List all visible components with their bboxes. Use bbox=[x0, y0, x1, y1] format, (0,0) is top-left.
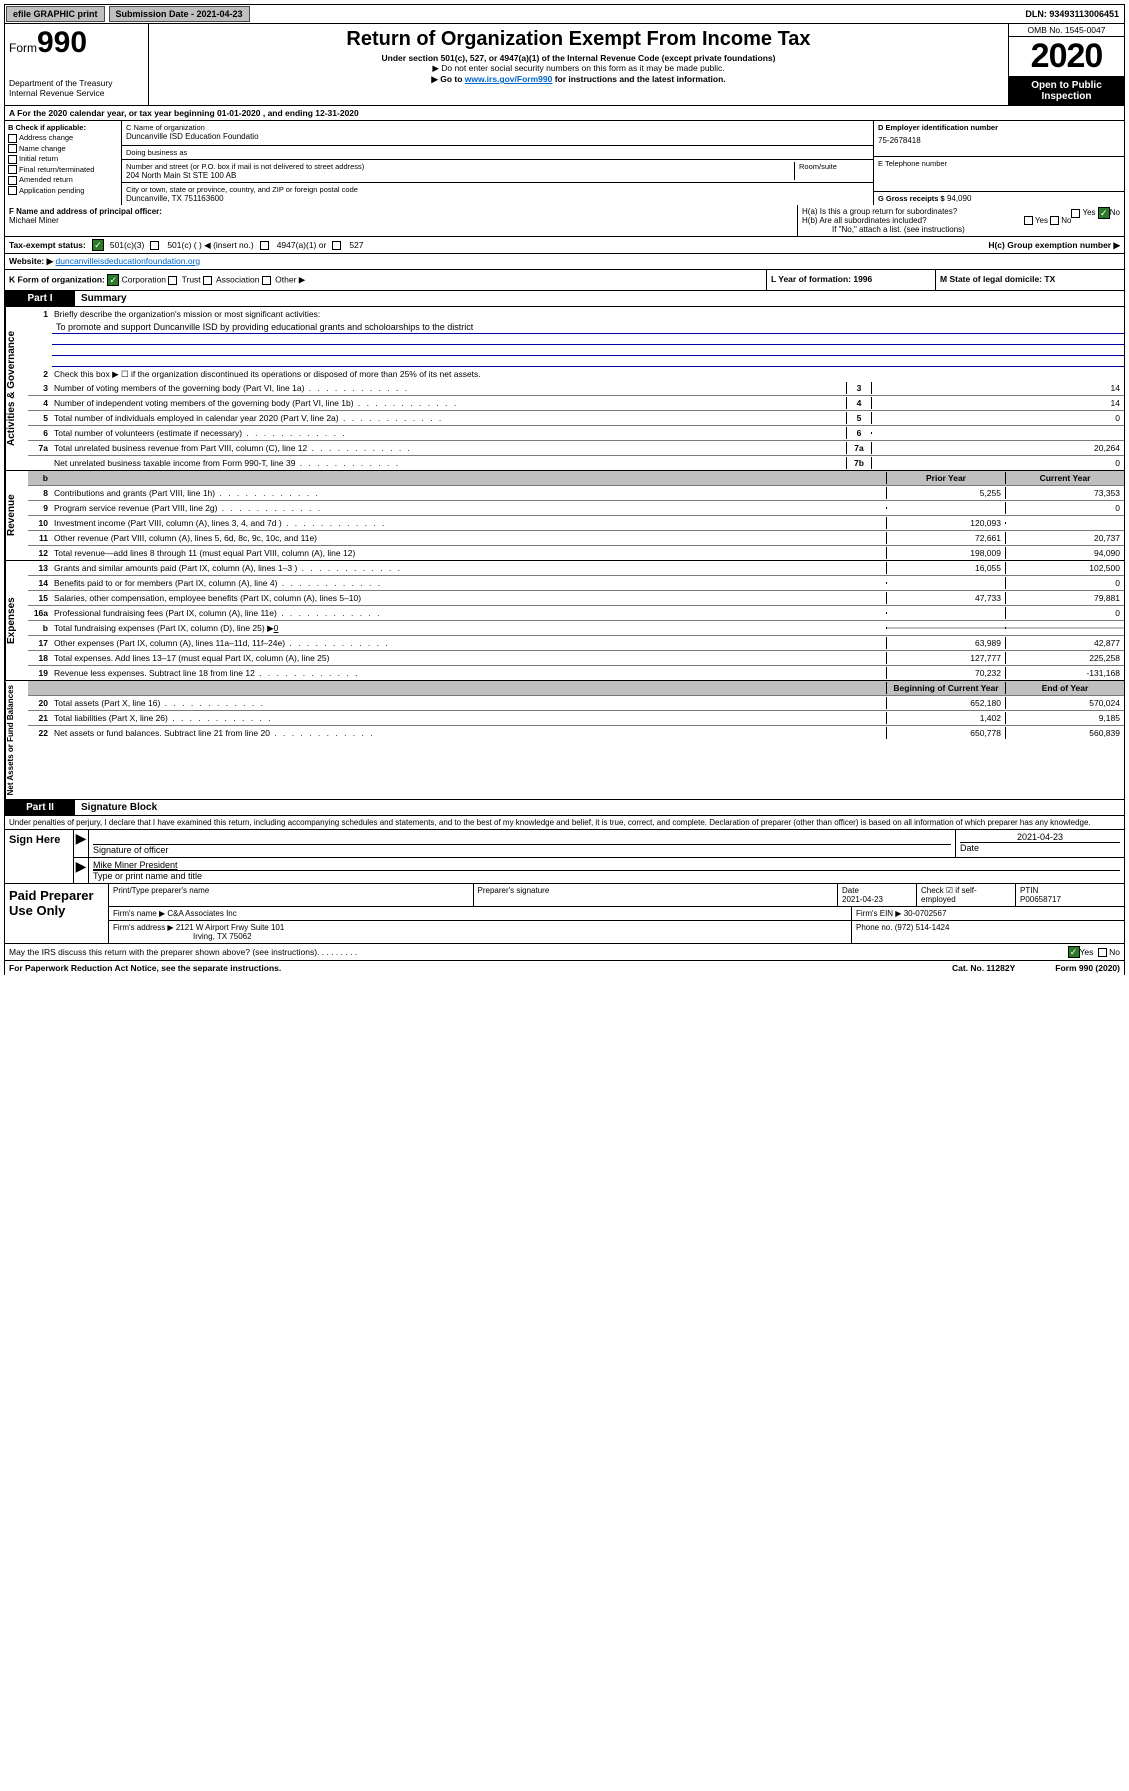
dept-text: Department of the Treasury Internal Reve… bbox=[9, 78, 144, 98]
form-header: Form990 Department of the Treasury Inter… bbox=[4, 24, 1125, 106]
city-label: City or town, state or province, country… bbox=[126, 185, 869, 194]
efile-button[interactable]: efile GRAPHIC print bbox=[6, 6, 105, 22]
hc-label: H(c) Group exemption number ▶ bbox=[988, 240, 1120, 251]
dba-label: Doing business as bbox=[122, 145, 873, 157]
discuss-row: May the IRS discuss this return with the… bbox=[4, 944, 1125, 961]
website-link[interactable]: duncanvilleisdeducationfoundation.org bbox=[56, 256, 201, 266]
chk-amended[interactable]: Amended return bbox=[8, 175, 118, 185]
city-value: Duncanville, TX 751163600 bbox=[126, 194, 869, 203]
row-a: A For the 2020 calendar year, or tax yea… bbox=[4, 106, 1125, 121]
topbar: efile GRAPHIC print Submission Date - 20… bbox=[4, 4, 1125, 24]
org-name-label: C Name of organization bbox=[126, 123, 869, 132]
year-formation: L Year of formation: 1996 bbox=[767, 270, 936, 290]
form-number: 990 bbox=[37, 26, 87, 59]
col-b-head: B Check if applicable: bbox=[8, 123, 86, 132]
check-icon: ✓ bbox=[1098, 207, 1110, 219]
form-subtitle: Under section 501(c), 527, or 4947(a)(1)… bbox=[151, 53, 1006, 63]
addr-value: 204 North Main St STE 100 AB bbox=[126, 171, 794, 180]
summary-expenses: Expenses 13Grants and similar amounts pa… bbox=[4, 561, 1125, 681]
org-name: Duncanville ISD Education Foundatio bbox=[126, 132, 869, 141]
instructions-link[interactable]: www.irs.gov/Form990 bbox=[465, 74, 553, 84]
omb-number: OMB No. 1545-0047 bbox=[1009, 24, 1124, 37]
section-b-to-g: B Check if applicable: Address change Na… bbox=[4, 121, 1125, 205]
submission-button[interactable]: Submission Date - 2021-04-23 bbox=[109, 6, 250, 22]
check-icon: ✓ bbox=[1068, 946, 1080, 958]
dln-text: DLN: 93493113006451 bbox=[1025, 9, 1123, 19]
hb-label: H(b) Are all subordinates included? bbox=[802, 216, 927, 225]
sign-here: Sign Here ▶ Signature of officer 2021-04… bbox=[4, 830, 1125, 884]
instr-1: ▶ Do not enter social security numbers o… bbox=[151, 63, 1006, 74]
check-icon: ✓ bbox=[92, 239, 104, 251]
row-f-h: F Name and address of principal officer:… bbox=[4, 205, 1125, 237]
part-1-header: Part I Summary bbox=[4, 291, 1125, 307]
gross-label: G Gross receipts $ bbox=[878, 194, 945, 203]
form-title: Return of Organization Exempt From Incom… bbox=[151, 28, 1006, 51]
ein-value: 75-2678418 bbox=[878, 136, 1120, 145]
paid-preparer: Paid Preparer Use Only Print/Type prepar… bbox=[4, 884, 1125, 944]
chk-address[interactable]: Address change bbox=[8, 133, 118, 143]
instr-2-post: for instructions and the latest informat… bbox=[552, 74, 725, 84]
ha-label: H(a) Is this a group return for subordin… bbox=[802, 207, 957, 216]
tax-status-label: Tax-exempt status: bbox=[9, 240, 86, 250]
summary-netassets: Net Assets or Fund Balances Beginning of… bbox=[4, 681, 1125, 800]
tax-year: 2020 bbox=[1009, 37, 1124, 77]
addr-label: Number and street (or P.O. box if mail i… bbox=[126, 162, 794, 171]
state-domicile: M State of legal domicile: TX bbox=[936, 270, 1124, 290]
room-label: Room/suite bbox=[799, 162, 869, 171]
chk-final[interactable]: Final return/terminated bbox=[8, 165, 118, 175]
officer-name: Michael Miner bbox=[9, 216, 793, 225]
chk-name[interactable]: Name change bbox=[8, 144, 118, 154]
row-i: Tax-exempt status: ✓501(c)(3) 501(c) ( )… bbox=[4, 237, 1125, 254]
instr-2-pre: ▶ Go to bbox=[431, 74, 464, 84]
mission-text: To promote and support Duncanville ISD b… bbox=[52, 321, 1124, 334]
hb2-label: If "No," attach a list. (see instruction… bbox=[802, 225, 1120, 234]
phone-label: E Telephone number bbox=[878, 159, 1120, 168]
row-klm: K Form of organization: ✓ Corporation Tr… bbox=[4, 270, 1125, 291]
part-2-header: Part II Signature Block bbox=[4, 800, 1125, 816]
check-icon: ✓ bbox=[107, 274, 119, 286]
summary-revenue: Revenue bPrior YearCurrent Year 8Contrib… bbox=[4, 471, 1125, 561]
chk-initial[interactable]: Initial return bbox=[8, 154, 118, 164]
gross-value: 94,090 bbox=[947, 194, 971, 203]
perjury-declaration: Under penalties of perjury, I declare th… bbox=[4, 816, 1125, 830]
footer-row: For Paperwork Reduction Act Notice, see … bbox=[4, 961, 1125, 975]
chk-pending[interactable]: Application pending bbox=[8, 186, 118, 196]
ein-label: D Employer identification number bbox=[878, 123, 1120, 132]
summary-governance: Activities & Governance 1Briefly describ… bbox=[4, 307, 1125, 471]
open-inspection: Open to Public Inspection bbox=[1009, 77, 1124, 105]
officer-label: F Name and address of principal officer: bbox=[9, 207, 793, 216]
form-label: Form bbox=[9, 41, 37, 55]
row-j: Website: ▶ duncanvilleisdeducationfounda… bbox=[4, 254, 1125, 270]
